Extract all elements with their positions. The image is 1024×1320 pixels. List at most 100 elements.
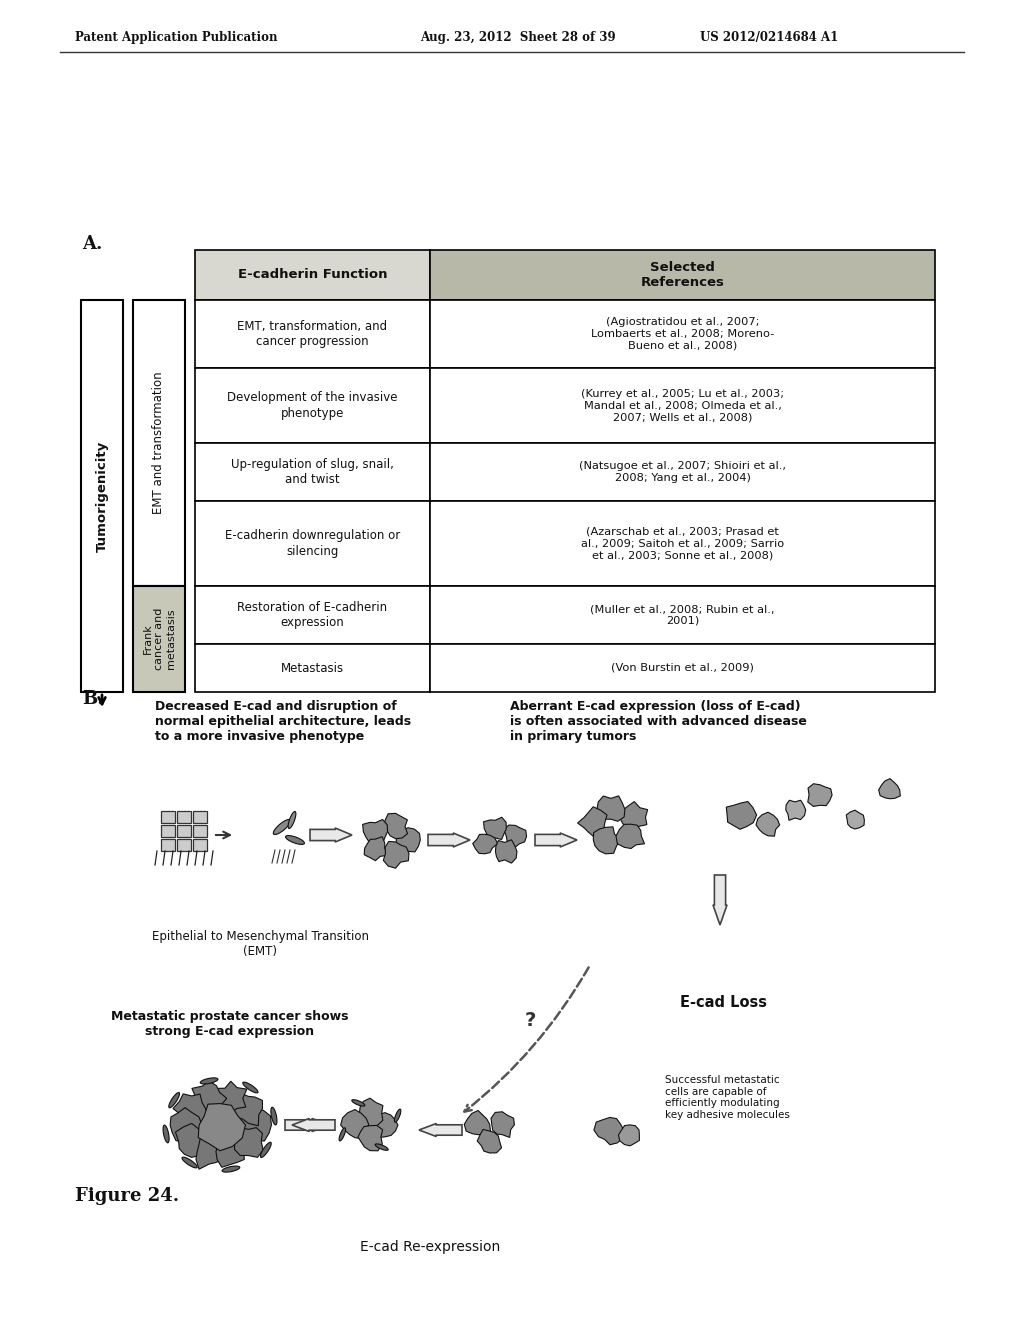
Bar [177, 825, 191, 837]
Polygon shape [620, 801, 647, 828]
Bar [430, 368, 935, 444]
Polygon shape [395, 828, 420, 853]
Ellipse shape [201, 1078, 218, 1084]
Bar [430, 502, 935, 586]
Bar [193, 825, 207, 837]
Polygon shape [492, 1111, 514, 1138]
Polygon shape [616, 824, 644, 849]
Ellipse shape [243, 1082, 258, 1093]
Text: Restoration of E-cadherin
expression: Restoration of E-cadherin expression [238, 601, 387, 630]
Polygon shape [726, 801, 757, 829]
Text: Epithelial to Mesenchymal Transition
(EMT): Epithelial to Mesenchymal Transition (EM… [152, 931, 369, 958]
Bar [195, 586, 430, 644]
Text: Metastasis: Metastasis [281, 661, 344, 675]
Ellipse shape [273, 820, 291, 834]
Polygon shape [175, 1123, 209, 1158]
Ellipse shape [169, 1093, 179, 1107]
Text: Decreased E-cad and disruption of
normal epithelial architecture, leads
to a mor: Decreased E-cad and disruption of normal… [155, 700, 411, 743]
Text: Frank
cancer and
metastasis: Frank cancer and metastasis [142, 607, 175, 671]
Polygon shape [191, 1081, 226, 1114]
Polygon shape [358, 1126, 383, 1151]
Polygon shape [483, 817, 506, 840]
Bar [195, 644, 430, 692]
Polygon shape [371, 1113, 398, 1138]
Polygon shape [365, 837, 388, 861]
Polygon shape [473, 834, 498, 854]
Polygon shape [846, 810, 864, 829]
Polygon shape [477, 1130, 502, 1152]
Polygon shape [808, 784, 833, 807]
Polygon shape [785, 800, 806, 820]
Polygon shape [535, 833, 577, 847]
Bar [195, 444, 430, 502]
Ellipse shape [394, 1109, 400, 1122]
Bar [195, 368, 430, 444]
Text: Aberrant E-cad expression (loss of E-cad)
is often associated with advanced dise: Aberrant E-cad expression (loss of E-cad… [510, 700, 807, 743]
Ellipse shape [271, 1107, 276, 1125]
Polygon shape [216, 1139, 245, 1167]
Text: EMT, transformation, and
cancer progression: EMT, transformation, and cancer progress… [238, 319, 387, 348]
Bar [195, 502, 430, 586]
Text: Selected
References: Selected References [641, 261, 724, 289]
Text: A.: A. [82, 235, 102, 253]
Text: E-cadherin downregulation or
silencing: E-cadherin downregulation or silencing [225, 529, 400, 557]
Polygon shape [428, 833, 470, 847]
Polygon shape [383, 841, 409, 869]
Text: Aug. 23, 2012  Sheet 28 of 39: Aug. 23, 2012 Sheet 28 of 39 [420, 30, 615, 44]
Bar [195, 249, 430, 300]
Ellipse shape [352, 1100, 365, 1106]
Polygon shape [362, 820, 387, 843]
Polygon shape [756, 812, 779, 836]
Polygon shape [464, 1110, 490, 1135]
Text: (Natsugoe et al., 2007; Shioiri et al.,
2008; Yang et al., 2004): (Natsugoe et al., 2007; Shioiri et al., … [579, 461, 786, 483]
Polygon shape [196, 1134, 228, 1170]
Bar [193, 810, 207, 822]
Text: ?: ? [524, 1011, 536, 1030]
Polygon shape [359, 1098, 383, 1127]
Bar [193, 840, 207, 851]
Bar [161, 825, 175, 837]
Text: (Muller et al., 2008; Rubin et al.,
2001): (Muller et al., 2008; Rubin et al., 2001… [590, 605, 775, 626]
Text: EMT and transformation: EMT and transformation [153, 372, 166, 515]
Polygon shape [384, 813, 408, 838]
Bar [81, 300, 123, 692]
Polygon shape [597, 796, 625, 821]
Polygon shape [232, 1127, 263, 1158]
Bar [177, 810, 191, 822]
Text: B.: B. [82, 690, 103, 708]
Bar [430, 586, 935, 644]
Text: Tumorigenicity: Tumorigenicity [95, 441, 109, 552]
Polygon shape [594, 1118, 624, 1144]
Text: Up-regulation of slug, snail,
and twist: Up-regulation of slug, snail, and twist [231, 458, 394, 486]
Text: E-cad Re-expression: E-cad Re-expression [359, 1239, 500, 1254]
Text: (Agiostratidou et al., 2007;
Lombaerts et al., 2008; Moreno-
Bueno et al., 2008): (Agiostratidou et al., 2007; Lombaerts e… [591, 317, 774, 351]
Bar [133, 300, 185, 586]
Polygon shape [285, 1118, 330, 1131]
Polygon shape [879, 779, 900, 799]
Text: E-cad Loss: E-cad Loss [680, 995, 767, 1010]
Ellipse shape [375, 1144, 388, 1150]
Ellipse shape [182, 1158, 198, 1168]
Polygon shape [231, 1093, 262, 1126]
Polygon shape [713, 875, 727, 925]
Polygon shape [214, 1081, 247, 1114]
Polygon shape [310, 828, 352, 842]
Bar [430, 644, 935, 692]
Polygon shape [239, 1109, 271, 1142]
Polygon shape [419, 1123, 462, 1137]
Bar [430, 444, 935, 502]
Polygon shape [496, 840, 517, 863]
Ellipse shape [286, 836, 304, 845]
Text: (Azarschab et al., 2003; Prasad et
al., 2009; Saitoh et al., 2009; Sarrio
et al.: (Azarschab et al., 2003; Prasad et al., … [581, 527, 784, 560]
Polygon shape [593, 826, 621, 854]
Ellipse shape [222, 1166, 240, 1172]
Text: Patent Application Publication: Patent Application Publication [75, 30, 278, 44]
Bar [430, 300, 935, 368]
Text: (Kurrey et al., 2005; Lu et al., 2003;
Mandal et al., 2008; Olmeda et al.,
2007;: (Kurrey et al., 2005; Lu et al., 2003; M… [581, 389, 784, 422]
Ellipse shape [260, 1142, 271, 1158]
Polygon shape [170, 1107, 202, 1142]
Text: (Von Burstin et al., 2009): (Von Burstin et al., 2009) [611, 663, 754, 673]
Polygon shape [199, 1104, 246, 1151]
Polygon shape [292, 1118, 335, 1131]
Ellipse shape [339, 1127, 345, 1140]
